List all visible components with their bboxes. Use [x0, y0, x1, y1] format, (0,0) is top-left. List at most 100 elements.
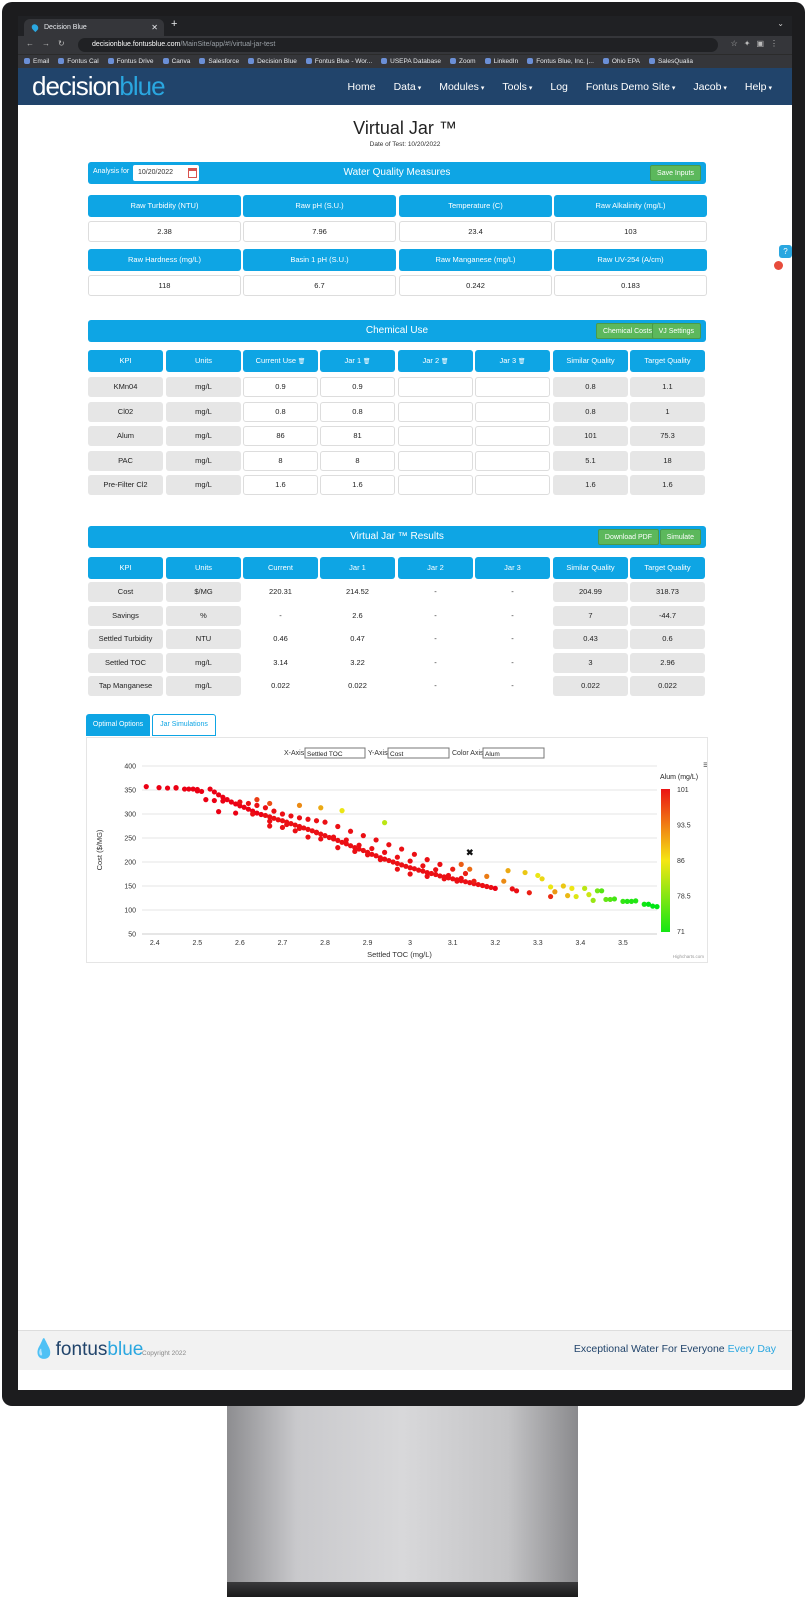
y-axis-select[interactable] [387, 747, 450, 759]
dose-input[interactable] [398, 475, 473, 495]
table-cell: 318.73 [630, 582, 705, 602]
dose-input[interactable] [475, 401, 550, 422]
data-point [356, 842, 362, 848]
data-point [547, 884, 554, 890]
bookmark-item[interactable]: SalesQualia [649, 58, 693, 65]
trash-icon[interactable]: 🗑 [439, 359, 449, 365]
dose-input[interactable] [475, 377, 550, 397]
bookmark-item[interactable]: Fontus Blue, Inc. |... [527, 58, 594, 65]
table-header: Units [166, 350, 241, 372]
data-point [450, 866, 456, 872]
nav-item[interactable]: Jacob [693, 81, 727, 93]
data-point [173, 785, 179, 791]
dose-input[interactable]: 0.9 [320, 377, 395, 397]
dose-input[interactable]: 0.9 [243, 377, 318, 397]
simulate-button[interactable]: Simulate [659, 529, 701, 545]
nav-item[interactable]: Help [745, 81, 772, 93]
bookmark-item[interactable]: Fontus Cal [58, 58, 98, 65]
nav-item[interactable]: Modules [439, 81, 484, 93]
bookmark-item[interactable]: USEPA Database [381, 58, 441, 65]
x-axis-select[interactable] [304, 747, 366, 759]
nav-item[interactable]: Fontus Demo Site [586, 81, 676, 93]
nav-arrows-icon[interactable]: ←→↻ [26, 39, 73, 48]
screen: Decision Blue ✕ + ⌄ ←→↻ decisionblue.font… [18, 16, 792, 1390]
dose-input[interactable] [398, 450, 473, 471]
help-widget-icon[interactable]: ? [779, 245, 792, 258]
decisionblue-logo[interactable]: decisionblue [32, 71, 166, 102]
dose-input[interactable] [398, 377, 473, 397]
color-axis-select[interactable] [482, 747, 545, 759]
data-point [377, 857, 383, 863]
calendar-icon[interactable] [188, 168, 197, 178]
browser-tab[interactable]: Decision Blue ✕ [24, 19, 164, 36]
wq-value[interactable]: 7.96 [243, 221, 396, 242]
wq-value[interactable]: 23.4 [399, 221, 552, 242]
chemical-costs-button[interactable]: Chemical Costs [595, 323, 659, 339]
download-pdf-button[interactable]: Download PDF [597, 529, 659, 545]
trash-icon[interactable]: 🗑 [296, 359, 306, 365]
data-point [437, 873, 443, 879]
bookmark-item[interactable]: Canva [163, 58, 191, 65]
table-cell: 0.022 [553, 676, 628, 696]
nav-item[interactable]: Data [394, 81, 422, 93]
bookmark-item[interactable]: Zoom [450, 58, 476, 65]
data-point [450, 876, 456, 882]
wq-value[interactable]: 103 [554, 221, 707, 242]
date-value: 10/20/2022 [138, 169, 174, 176]
new-tab-icon[interactable]: + [171, 18, 178, 30]
dose-input[interactable]: 0.8 [320, 401, 395, 422]
data-point [611, 896, 618, 902]
chart-menu-icon[interactable]: ≡ [703, 760, 709, 771]
data-point [420, 863, 426, 869]
dose-input[interactable] [398, 401, 473, 422]
tab-optimal-options[interactable]: Optimal Options [86, 714, 150, 736]
tab-jar-simulations[interactable]: Jar Simulations [152, 714, 216, 736]
data-point [654, 904, 660, 910]
table-header: Target Quality [630, 557, 705, 579]
data-point [339, 808, 345, 814]
dose-input[interactable] [475, 475, 550, 495]
data-point [441, 876, 447, 882]
bookmark-item[interactable]: LinkedIn [485, 58, 519, 65]
extension-icons[interactable]: ☆✦▣⋮ [730, 39, 784, 48]
dose-input[interactable]: 0.8 [243, 401, 318, 422]
address-bar: ←→↻ decisionblue.fontusblue.com/MainSite… [18, 36, 792, 54]
wq-value[interactable]: 6.7 [243, 275, 396, 296]
chevron-down-icon[interactable]: ⌄ [777, 19, 784, 28]
dose-input[interactable] [475, 426, 550, 446]
vj-settings-button[interactable]: VJ Settings [651, 323, 701, 339]
nav-item[interactable]: Tools [502, 81, 532, 93]
x-tick-label: 3.3 [533, 940, 543, 947]
trash-icon[interactable]: 🗑 [361, 359, 371, 365]
wq-value[interactable]: 0.183 [554, 275, 707, 296]
dose-input[interactable]: 81 [320, 426, 395, 446]
url-input[interactable]: decisionblue.fontusblue.com/MainSite/app… [78, 38, 718, 52]
water-drop-icon [30, 22, 40, 33]
dose-input[interactable]: 1.6 [320, 475, 395, 495]
bookmark-item[interactable]: Email [24, 58, 49, 65]
dose-input[interactable] [475, 450, 550, 471]
table-cell: - [511, 610, 514, 620]
dose-input[interactable] [398, 426, 473, 446]
wq-value[interactable]: 118 [88, 275, 241, 296]
bookmark-item[interactable]: Ohio EPA [603, 58, 640, 65]
wq-label: Raw Manganese (mg/L) [399, 249, 552, 271]
nav-item[interactable]: Log [550, 81, 568, 93]
bookmark-item[interactable]: Salesforce [199, 58, 239, 65]
dose-input[interactable]: 8 [243, 450, 318, 471]
analysis-date-input[interactable]: 10/20/2022 [133, 165, 199, 181]
dose-input[interactable]: 86 [243, 426, 318, 446]
nav-item[interactable]: Home [347, 81, 376, 93]
bookmark-item[interactable]: Fontus Drive [108, 58, 154, 65]
dose-input[interactable]: 8 [320, 450, 395, 471]
close-tab-icon[interactable]: ✕ [151, 23, 158, 32]
data-point [582, 885, 588, 891]
dose-input[interactable]: 1.6 [243, 475, 318, 495]
wq-value[interactable]: 0.242 [399, 275, 552, 296]
wq-value[interactable]: 2.38 [88, 221, 241, 242]
bookmark-item[interactable]: Decision Blue [248, 58, 297, 65]
bookmark-item[interactable]: Fontus Blue - Wor... [306, 58, 372, 65]
trash-icon[interactable]: 🗑 [516, 359, 526, 365]
table-header: KPI [88, 557, 163, 579]
save-inputs-button[interactable]: Save Inputs [650, 165, 701, 181]
